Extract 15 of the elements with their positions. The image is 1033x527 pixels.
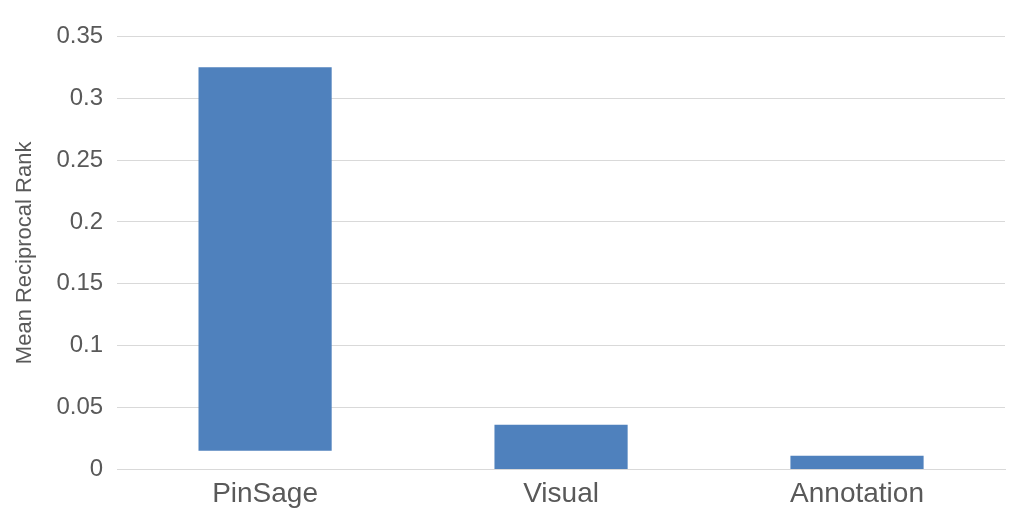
y-tick-label: 0.25 bbox=[56, 144, 104, 172]
y-axis-title: Mean Reciprocal Rank bbox=[11, 140, 37, 365]
bar bbox=[790, 455, 924, 469]
y-tick-label: 0.35 bbox=[56, 21, 104, 49]
y-tick-label: 0.3 bbox=[69, 82, 104, 110]
x-tick-label: Visual bbox=[523, 476, 599, 508]
y-tick-label: 0.2 bbox=[69, 206, 104, 234]
y-tick-label: 0 bbox=[89, 454, 104, 482]
y-tick-label: 0.05 bbox=[56, 392, 104, 420]
bar bbox=[198, 67, 332, 451]
x-tick-label: PinSage bbox=[212, 476, 319, 508]
x-tick-label: Annotation bbox=[790, 476, 924, 508]
y-tick-label: 0.15 bbox=[56, 268, 104, 296]
y-tick-label: 0.1 bbox=[69, 330, 104, 358]
bar bbox=[494, 424, 628, 469]
